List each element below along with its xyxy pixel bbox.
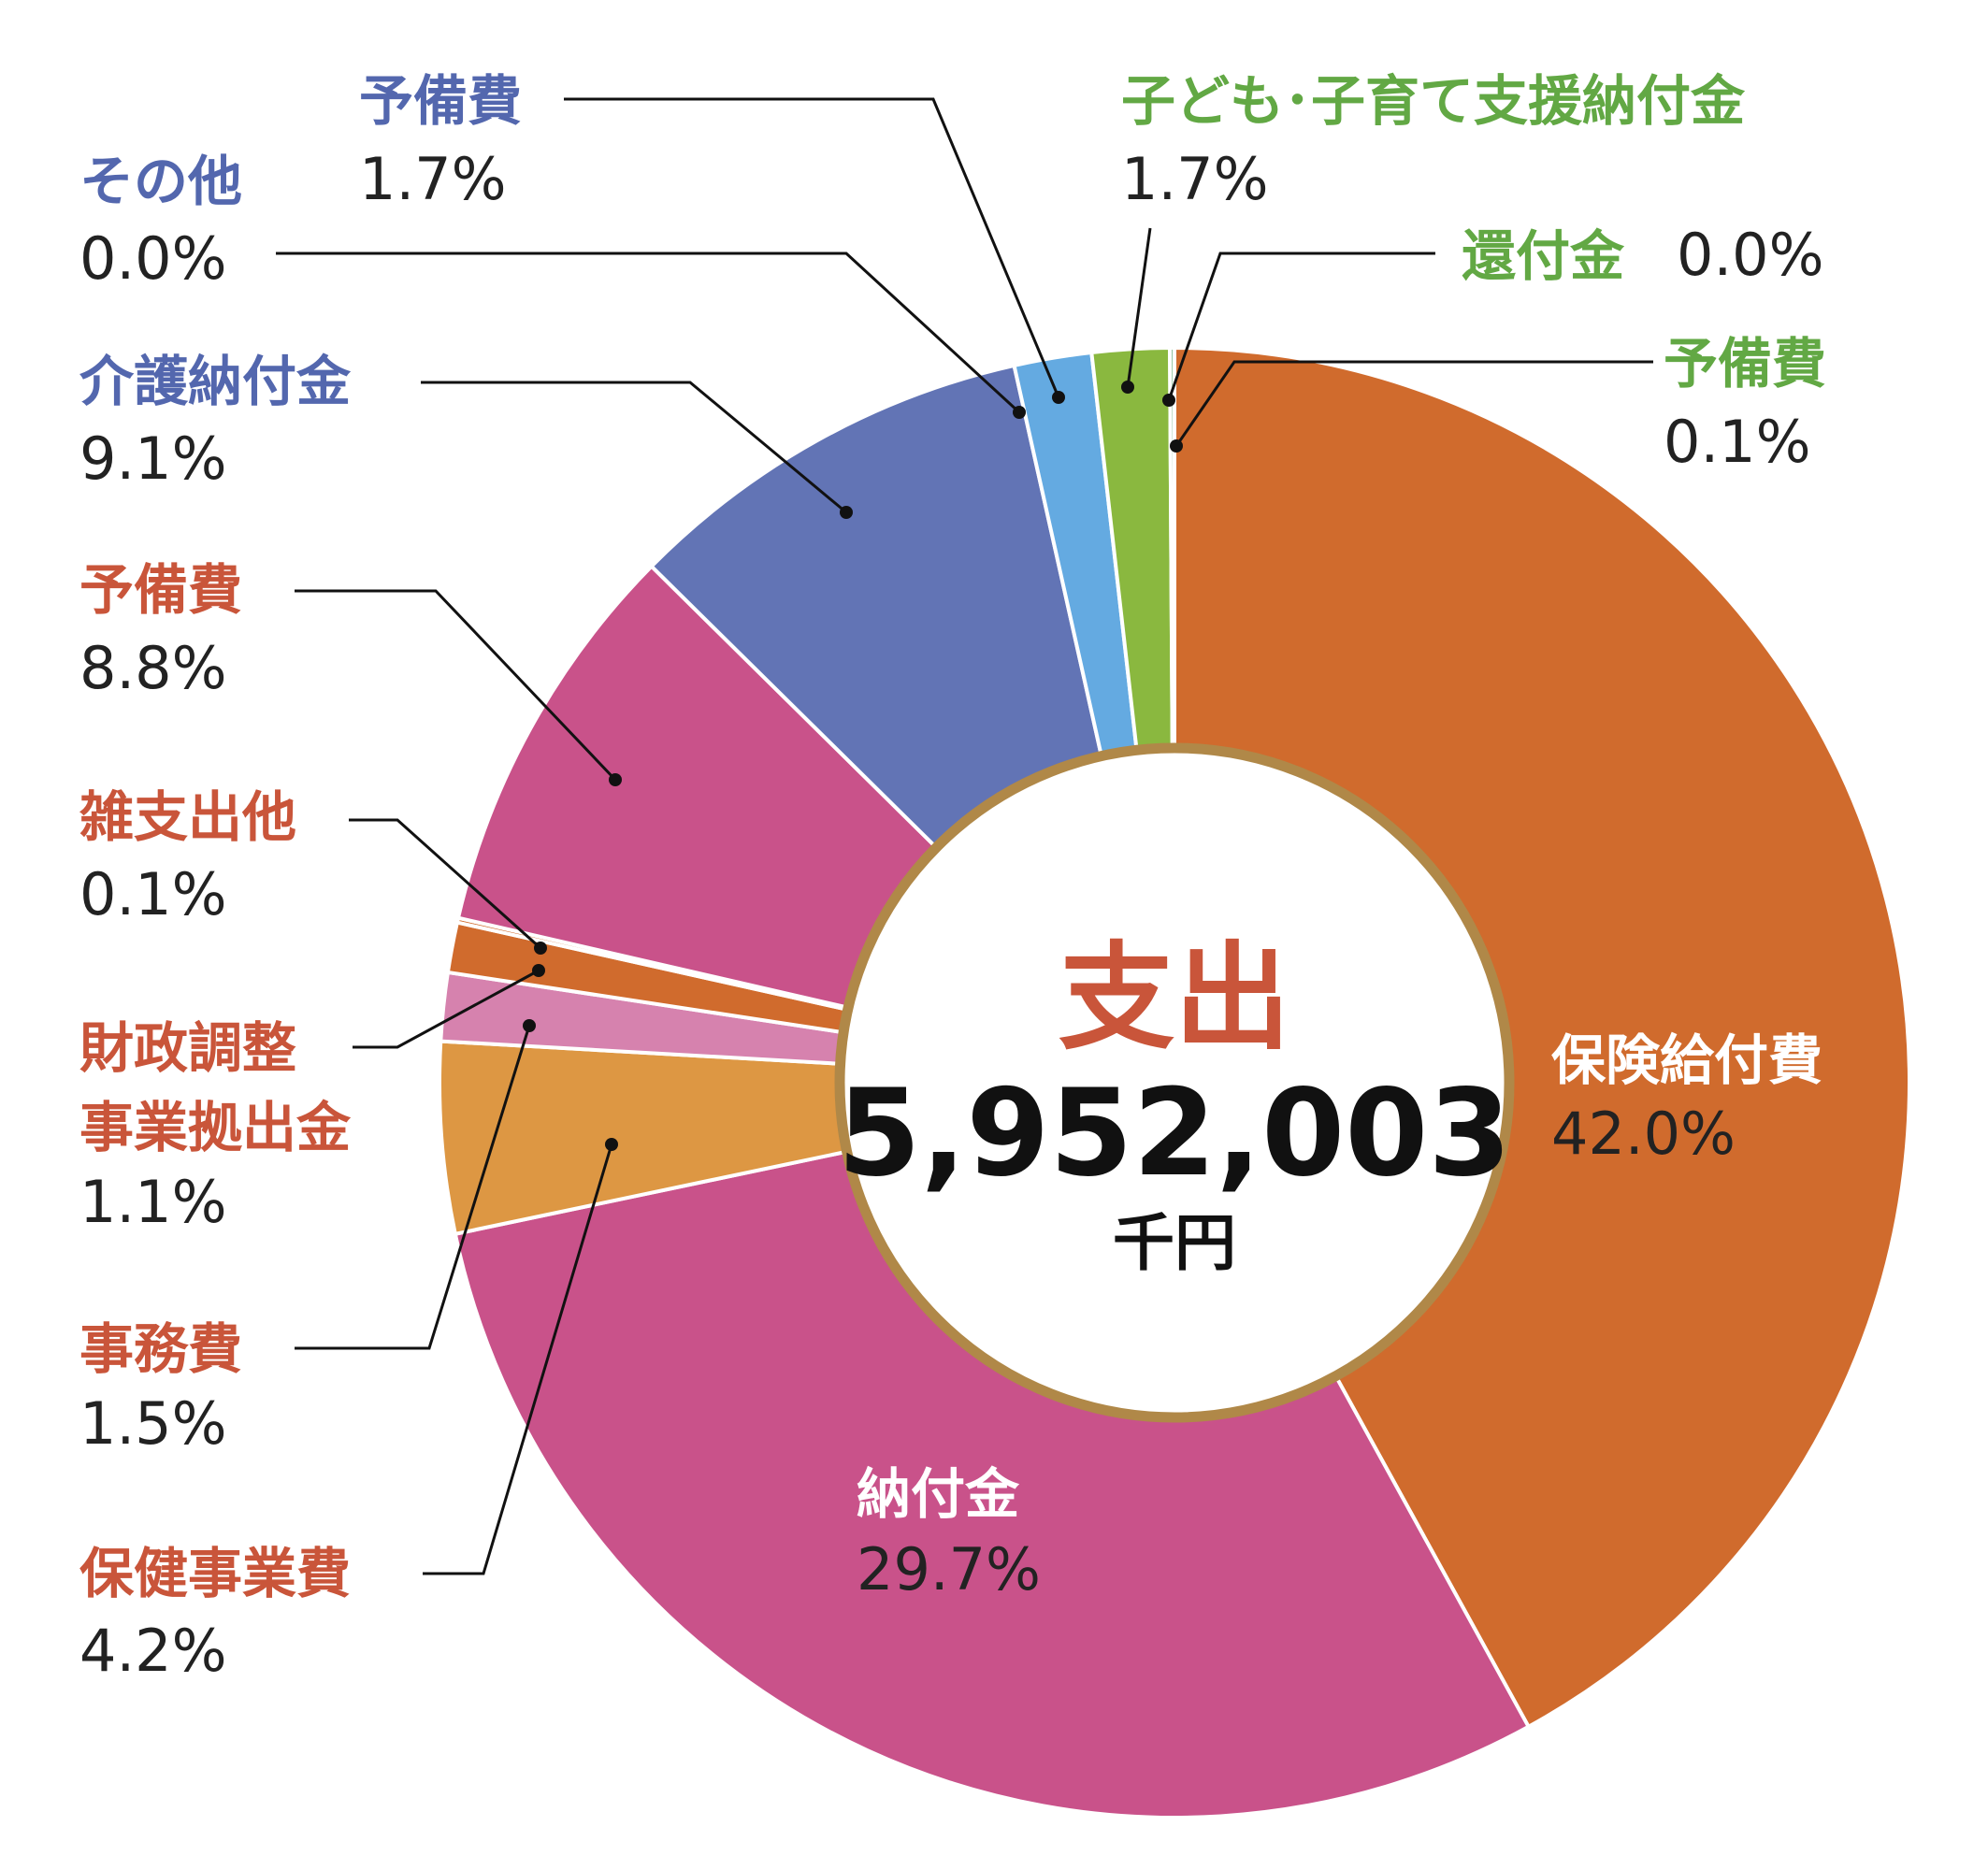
leader-dot: [532, 964, 545, 977]
pct-yobihi-0-1: 0.1%: [1664, 408, 1811, 476]
leader-dot: [1052, 391, 1065, 404]
leader-dot: [605, 1138, 618, 1151]
leader-line: [353, 969, 540, 1049]
label-hoken-kyufu: 保険給付費: [1551, 1028, 1822, 1092]
pct-kaigo-nofukin: 9.1%: [79, 424, 227, 493]
inner-ring: [834, 742, 1515, 1423]
leader-line: [421, 381, 847, 514]
leader-dot: [1121, 381, 1134, 394]
label-hoken-jigyo: 保健事業費: [79, 1542, 351, 1605]
leader-line: [1126, 227, 1152, 388]
leader-line: [276, 252, 1021, 414]
leader-line: [1174, 360, 1653, 447]
leader-line: [1167, 252, 1435, 401]
center-unit: 千円: [1113, 1207, 1236, 1279]
label-jimuhi: 事務費: [79, 1317, 242, 1381]
pct-hoken-jigyo: 4.2%: [79, 1617, 227, 1685]
leader-dot: [1170, 439, 1183, 453]
pct-zatsushishutsu: 0.1%: [79, 860, 227, 928]
pct-hoken-kyufu: 42.0%: [1551, 1100, 1736, 1168]
label-kaigo-nofukin: 介護納付金: [79, 350, 352, 413]
label-yobihi-8-8: 予備費: [79, 558, 242, 622]
donut-slices: [438, 345, 1912, 1820]
label-zaisei-chosei-line2: 事業拠出金: [79, 1096, 352, 1159]
center-title: 支出: [1059, 931, 1290, 1066]
center-total: 5,952,003: [838, 1064, 1512, 1203]
leader-dot: [523, 1019, 536, 1032]
leader-line: [295, 589, 617, 782]
pct-yobihi-1-7: 1.7%: [359, 145, 507, 213]
pct-yobihi-8-8: 8.8%: [79, 634, 227, 702]
label-yobihi-0-1: 予備費: [1664, 332, 1826, 395]
label-sonota: その他: [79, 150, 242, 213]
leader-dot: [609, 773, 622, 786]
pct-zaisei-chosei: 1.1%: [79, 1168, 227, 1236]
leader-line: [349, 818, 542, 950]
label-nofukin: 納付金: [857, 1462, 1020, 1526]
leader-dot: [534, 942, 547, 955]
leader-dot: [1013, 406, 1026, 419]
leader-line: [295, 1025, 531, 1350]
pct-kodomo-shien: 1.7%: [1121, 145, 1269, 213]
leader-line: [423, 1143, 613, 1575]
leader-dot: [1162, 394, 1175, 407]
label-zatsushishutsu: 雑支出他: [79, 785, 296, 849]
label-yobihi-1-7: 予備費: [359, 69, 522, 133]
pct-sonota: 0.0%: [79, 224, 227, 293]
slice-12: [1168, 345, 1176, 758]
leader-line: [564, 97, 1060, 398]
leader-dot: [840, 506, 853, 519]
pct-jimuhi: 1.5%: [79, 1389, 227, 1458]
pct-kanpukin: 0.0%: [1677, 221, 1824, 289]
label-zaisei-chosei-line1: 財政調整: [79, 1016, 296, 1080]
label-kodomo-shien: 子ども･子育て支援納付金: [1121, 69, 1746, 133]
leader-lines: [276, 97, 1653, 1575]
label-kanpukin: 還付金: [1462, 224, 1625, 288]
pct-nofukin: 29.7%: [857, 1535, 1041, 1603]
